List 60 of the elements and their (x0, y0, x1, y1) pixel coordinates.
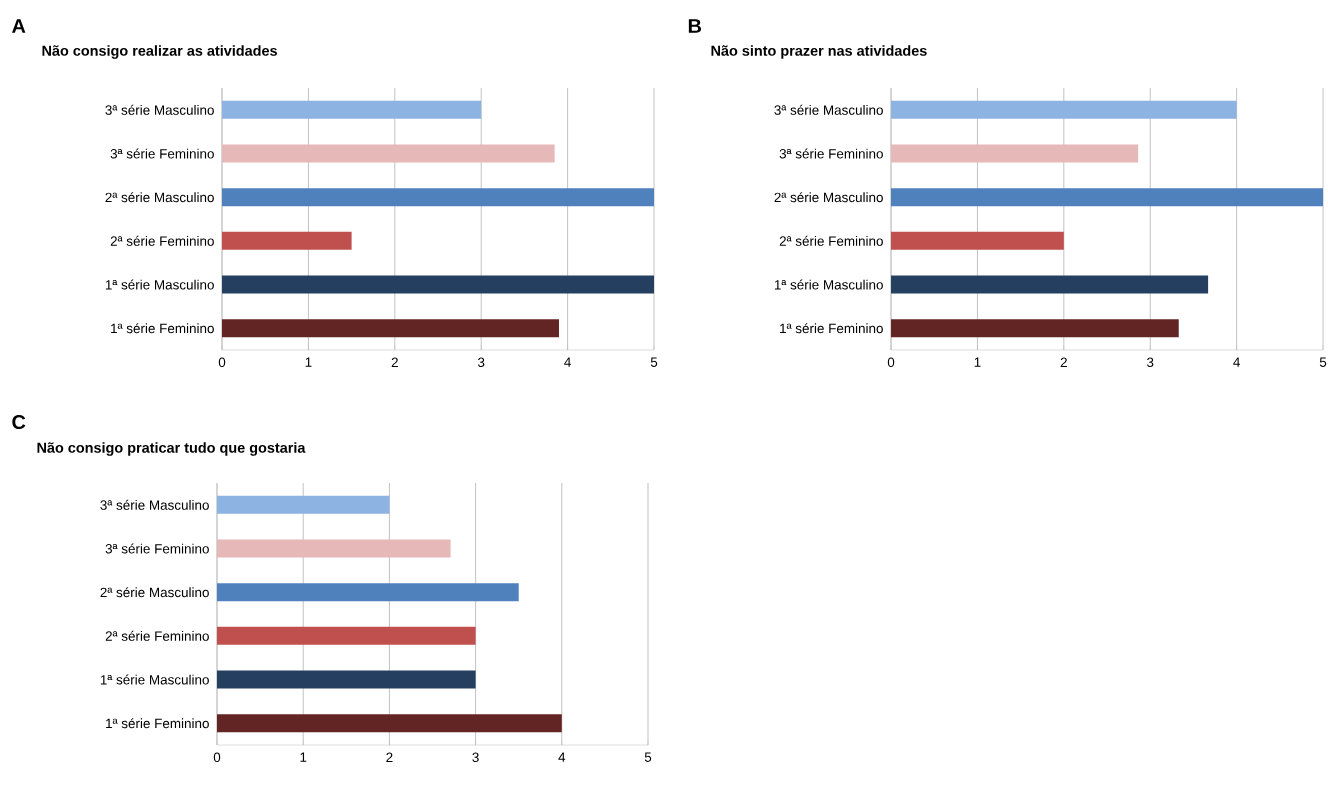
chart-title: Não consigo realizar as atividades (42, 45, 277, 59)
y-tick-label: 2ª série Masculino (105, 192, 214, 203)
y-tick-label: 1ª série Masculino (100, 674, 209, 685)
y-tick-label: 3ª série Masculino (105, 104, 214, 115)
x-tick-label: 3 (477, 357, 485, 368)
chart-title: Não sinto prazer nas atividades (711, 45, 927, 59)
y-tick-label: 3ª série Feminino (779, 148, 883, 159)
x-tick-label: 4 (564, 357, 571, 367)
x-tick-label: 5 (650, 357, 658, 367)
y-tick-label: 2ª série Feminino (110, 235, 214, 246)
y-tick-label: 3ª série Feminino (110, 148, 214, 159)
y-tick-label: 2ª série Feminino (779, 235, 883, 246)
x-tick-label: 1 (300, 752, 307, 762)
x-tick-label: 0 (887, 357, 895, 368)
y-tick-label: 2ª série Masculino (100, 587, 209, 598)
bar (217, 539, 451, 558)
bar (891, 275, 1209, 294)
y-tick-label: 1ª série Feminino (111, 323, 214, 334)
bar (222, 188, 655, 207)
y-tick-label: 1ª série Masculino (105, 279, 214, 290)
y-tick-label: 1ª série Masculino (774, 279, 883, 290)
bar (891, 188, 1324, 207)
x-tick-label: 5 (1319, 357, 1327, 367)
bar (891, 100, 1237, 119)
x-tick-label: 3 (472, 752, 479, 763)
x-tick-label: 2 (1060, 357, 1067, 367)
bar (217, 670, 476, 689)
bar (891, 144, 1139, 163)
bar (222, 231, 352, 250)
y-tick-label: 2ª série Masculino (774, 192, 883, 203)
bar (222, 319, 559, 338)
x-tick-label: 0 (213, 752, 221, 763)
x-tick-label: 4 (1233, 357, 1240, 367)
x-tick-label: 0 (218, 357, 226, 368)
x-tick-label: 2 (386, 752, 393, 762)
x-tick-label: 1 (305, 357, 312, 367)
bar (222, 100, 482, 119)
bar (217, 626, 476, 645)
text: B (688, 19, 702, 33)
bar (217, 583, 519, 602)
bar (891, 231, 1064, 250)
x-tick-label: 2 (391, 357, 398, 367)
y-tick-label: 1ª série Feminino (106, 718, 209, 729)
bar (217, 714, 562, 733)
y-tick-label: 3ª série Feminino (105, 543, 209, 554)
bar (222, 275, 655, 294)
y-tick-label: 2ª série Feminino (105, 630, 209, 641)
y-tick-label: 3ª série Masculino (774, 104, 883, 115)
bar (217, 495, 390, 514)
x-tick-label: 5 (644, 752, 652, 762)
text: A (12, 19, 26, 33)
y-tick-label: 1ª série Feminino (780, 323, 883, 334)
x-tick-label: 1 (974, 357, 981, 367)
x-tick-label: 4 (558, 752, 566, 762)
bar (891, 319, 1179, 338)
chart-title: Não consigo praticar tudo que gostaria (37, 442, 306, 456)
bar (222, 144, 555, 163)
y-tick-label: 3ª série Masculino (100, 499, 209, 510)
text: C (12, 414, 26, 430)
x-tick-label: 3 (1147, 357, 1154, 368)
